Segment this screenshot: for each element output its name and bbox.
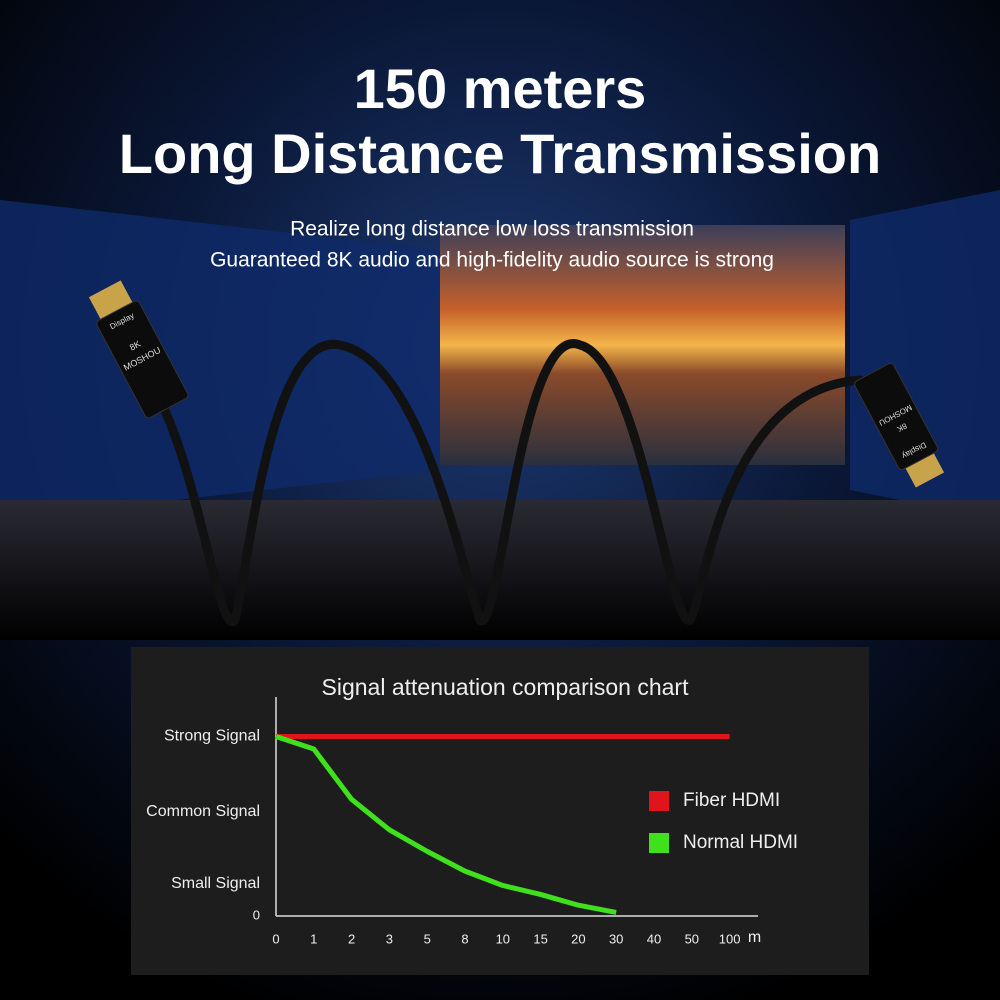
connector-label: 8K — [128, 339, 142, 353]
x-tick-label: 3 — [386, 931, 393, 946]
chart-title: Signal attenuation comparison chart — [322, 674, 690, 700]
title: 150 meters — [354, 57, 647, 120]
subtitle: Guaranteed 8K audio and high-fidelity au… — [210, 249, 774, 272]
screen — [440, 225, 845, 465]
title: Long Distance Transmission — [119, 122, 881, 185]
chart-panel — [131, 647, 869, 975]
x-tick-label: 10 — [496, 931, 510, 946]
x-unit: m — [748, 929, 761, 946]
right-connector: Display 8K MOSHOU — [854, 362, 945, 488]
x-tick-label: 100 — [719, 931, 741, 946]
legend-swatch — [649, 791, 669, 811]
legend-swatch — [649, 833, 669, 853]
subtitle: Realize long distance low loss transmiss… — [290, 218, 694, 241]
x-tick-label: 1 — [310, 931, 317, 946]
x-tick-label: 15 — [533, 931, 547, 946]
legend-label: Normal HDMI — [683, 832, 798, 853]
y-tick-label: 0 — [253, 907, 260, 922]
y-tick-label: Strong Signal — [164, 728, 260, 745]
housing — [854, 362, 939, 471]
plug — [88, 280, 133, 321]
series-line — [275, 734, 617, 915]
x-tick-label: 50 — [685, 931, 699, 946]
x-tick-label: 2 — [348, 931, 355, 946]
x-tick-label: 40 — [647, 931, 661, 946]
x-tick-label: 8 — [461, 931, 468, 946]
x-tick-label: 0 — [272, 931, 279, 946]
housing — [96, 300, 189, 419]
y-tick-label: Small Signal — [171, 875, 260, 892]
x-tick-label: 5 — [424, 931, 431, 946]
left-connector: Display 8K MOSHOU — [88, 280, 189, 419]
y-tick-label: Common Signal — [146, 803, 260, 820]
curtain-left — [0, 200, 440, 520]
x-tick-label: 30 — [609, 931, 623, 946]
legend-label: Fiber HDMI — [683, 790, 780, 811]
plug — [904, 451, 945, 488]
cable — [155, 339, 865, 627]
x-tick-label: 20 — [571, 931, 585, 946]
connector-label: 8K — [895, 421, 908, 434]
